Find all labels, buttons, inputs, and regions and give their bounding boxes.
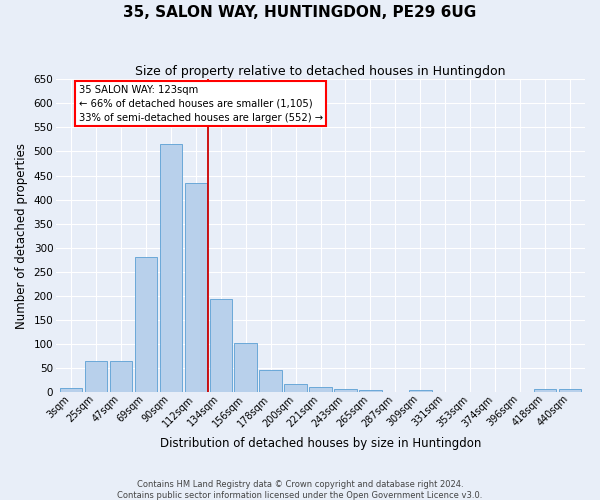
X-axis label: Distribution of detached houses by size in Huntingdon: Distribution of detached houses by size … xyxy=(160,437,481,450)
Bar xyxy=(185,183,207,392)
Bar xyxy=(359,390,382,392)
Bar xyxy=(110,361,132,392)
Y-axis label: Number of detached properties: Number of detached properties xyxy=(15,143,28,329)
Bar xyxy=(534,390,556,392)
Bar xyxy=(134,258,157,392)
Bar xyxy=(60,388,82,392)
Bar xyxy=(235,342,257,392)
Bar xyxy=(409,390,431,392)
Bar xyxy=(334,389,357,392)
Bar xyxy=(160,144,182,392)
Text: 35 SALON WAY: 123sqm
← 66% of detached houses are smaller (1,105)
33% of semi-de: 35 SALON WAY: 123sqm ← 66% of detached h… xyxy=(79,85,323,123)
Bar xyxy=(259,370,282,392)
Bar xyxy=(209,300,232,392)
Title: Size of property relative to detached houses in Huntingdon: Size of property relative to detached ho… xyxy=(135,65,506,78)
Bar xyxy=(284,384,307,392)
Bar xyxy=(310,386,332,392)
Bar xyxy=(559,389,581,392)
Text: Contains HM Land Registry data © Crown copyright and database right 2024.
Contai: Contains HM Land Registry data © Crown c… xyxy=(118,480,482,500)
Text: 35, SALON WAY, HUNTINGDON, PE29 6UG: 35, SALON WAY, HUNTINGDON, PE29 6UG xyxy=(124,5,476,20)
Bar xyxy=(85,361,107,392)
